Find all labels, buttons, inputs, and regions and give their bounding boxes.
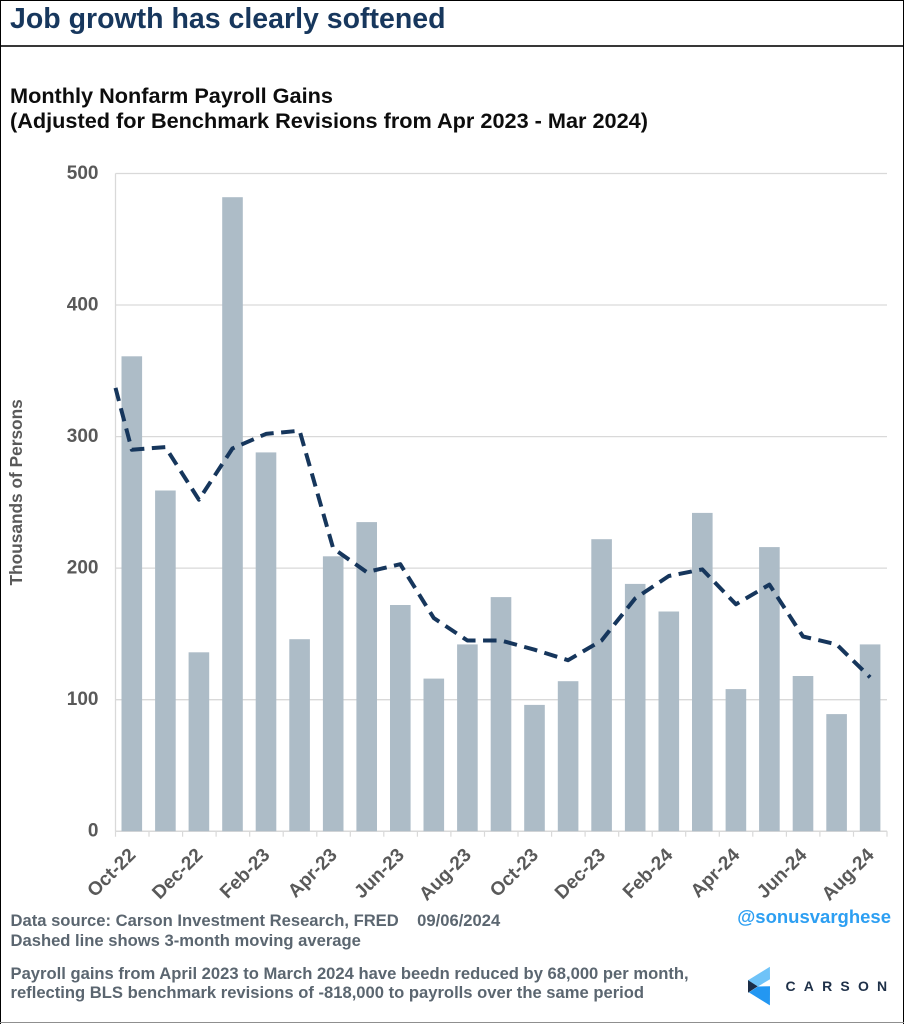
svg-text:Oct-22: Oct-22 [84, 845, 141, 902]
svg-text:200: 200 [67, 558, 99, 579]
svg-text:Dec-23: Dec-23 [551, 845, 610, 904]
svg-text:Aug-23: Aug-23 [415, 845, 475, 905]
svg-text:Dec-22: Dec-22 [148, 845, 207, 904]
svg-text:Apr-24: Apr-24 [687, 844, 745, 902]
svg-text:Thousands of Persons: Thousands of Persons [6, 399, 26, 585]
svg-text:Jun-24: Jun-24 [753, 844, 811, 902]
svg-text:Feb-23: Feb-23 [216, 845, 274, 903]
svg-text:100: 100 [67, 689, 99, 710]
svg-text:Apr-23: Apr-23 [284, 845, 341, 902]
svg-text:Aug-24: Aug-24 [818, 844, 879, 905]
svg-text:Oct-23: Oct-23 [486, 845, 543, 902]
svg-text:0: 0 [88, 821, 99, 842]
svg-text:Feb-24: Feb-24 [619, 844, 677, 902]
svg-text:300: 300 [67, 426, 99, 447]
svg-text:500: 500 [67, 163, 99, 184]
svg-text:400: 400 [67, 295, 99, 316]
svg-text:Jun-23: Jun-23 [351, 845, 409, 903]
